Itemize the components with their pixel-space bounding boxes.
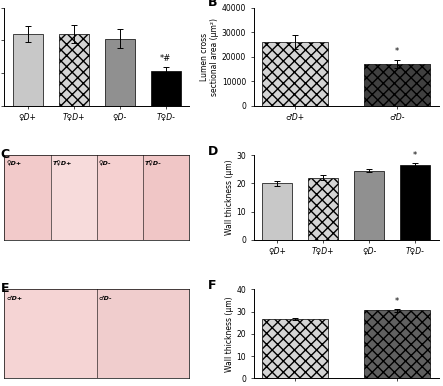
Text: ♀D+: ♀D+ [6, 161, 21, 167]
Bar [13, 34, 43, 105]
Text: ♂D+: ♂D+ [6, 296, 23, 301]
Text: T♀D+: T♀D+ [52, 161, 72, 167]
Y-axis label: Wall thickness (μm): Wall thickness (μm) [225, 160, 233, 235]
Bar [97, 290, 189, 378]
Bar [143, 155, 189, 240]
Bar [4, 155, 51, 240]
Text: C: C [1, 149, 10, 161]
Bar [97, 155, 143, 240]
Bar [51, 155, 97, 240]
Text: F: F [208, 279, 216, 292]
Y-axis label: Lumen cross
sectional area (μm²): Lumen cross sectional area (μm²) [200, 18, 219, 96]
Bar [400, 165, 430, 240]
Text: E: E [1, 282, 9, 295]
Text: *: * [413, 151, 417, 160]
Bar [151, 71, 181, 105]
Bar [308, 178, 338, 240]
Bar [354, 171, 384, 240]
Bar [4, 290, 97, 378]
Bar [262, 319, 328, 378]
Text: T♀D-: T♀D- [145, 161, 162, 167]
Text: B: B [208, 0, 217, 9]
Bar [262, 42, 328, 105]
Bar [262, 183, 292, 240]
Y-axis label: Wall thickness (μm): Wall thickness (μm) [225, 296, 233, 372]
Text: *: * [395, 47, 399, 56]
Bar [364, 64, 430, 105]
Bar [105, 39, 135, 105]
Text: *#: *# [160, 54, 171, 63]
Bar [59, 34, 89, 105]
Text: ♀D-: ♀D- [99, 161, 111, 167]
Text: D: D [208, 145, 218, 158]
Text: ♂D-: ♂D- [99, 296, 112, 301]
Bar [364, 310, 430, 378]
Text: *: * [395, 296, 399, 306]
